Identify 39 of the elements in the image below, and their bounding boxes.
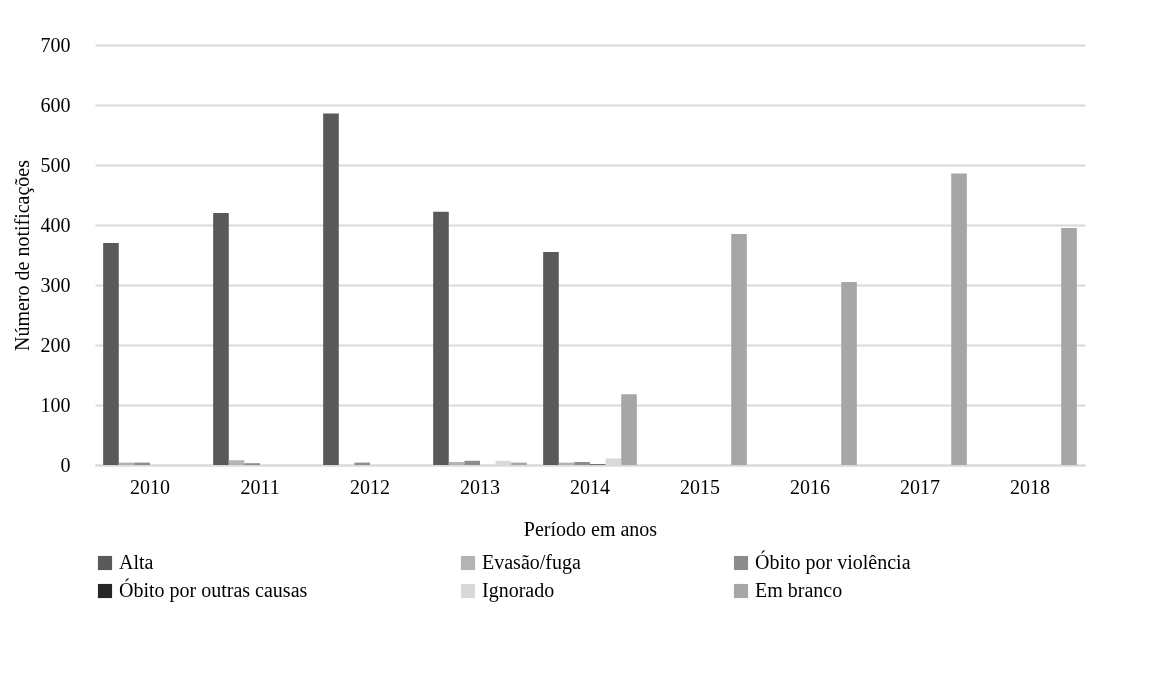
bar	[228, 460, 245, 465]
x-axis-title: Período em anos	[523, 517, 658, 540]
x-tick-label: 2010	[130, 475, 170, 498]
legend-label: Óbito por outras causas	[119, 578, 308, 602]
y-tick-label: 700	[40, 33, 71, 56]
legend-label: Evasão/fuga	[482, 551, 581, 574]
legend-label: Alta	[119, 551, 154, 573]
bar	[1061, 228, 1077, 465]
x-tick-label: 2016	[790, 475, 830, 498]
y-axis-title: Número de notificações	[10, 159, 34, 352]
bar	[323, 113, 339, 465]
bar	[433, 211, 449, 465]
y-tick-label: 600	[40, 93, 71, 116]
legend-label: Óbito por violência	[755, 550, 911, 574]
bar	[543, 252, 559, 465]
y-tick-label: 500	[40, 153, 71, 176]
x-tick-label: 2011	[240, 475, 280, 498]
bar	[448, 462, 465, 465]
bar	[213, 213, 229, 465]
legend-label: Ignorado	[482, 579, 555, 602]
y-tick-label: 200	[40, 333, 71, 356]
x-tick-label: 2013	[460, 475, 500, 498]
bar	[731, 234, 747, 465]
legend-label: Em branco	[755, 579, 843, 601]
x-tick-label: 2017	[900, 475, 940, 498]
y-tick-label: 0	[60, 453, 71, 476]
x-tick-label: 2012	[350, 475, 390, 498]
bar	[103, 243, 119, 465]
x-tick-label: 2015	[680, 475, 720, 498]
bar	[621, 394, 637, 465]
x-tick-label: 2014	[570, 475, 610, 498]
bar	[574, 462, 590, 465]
bar	[841, 282, 857, 465]
y-tick-label: 300	[40, 273, 71, 296]
y-tick-label: 100	[40, 393, 71, 416]
bar	[464, 460, 480, 465]
bar	[951, 173, 967, 465]
y-tick-label: 400	[40, 213, 71, 236]
x-tick-label: 2018	[1010, 475, 1050, 498]
